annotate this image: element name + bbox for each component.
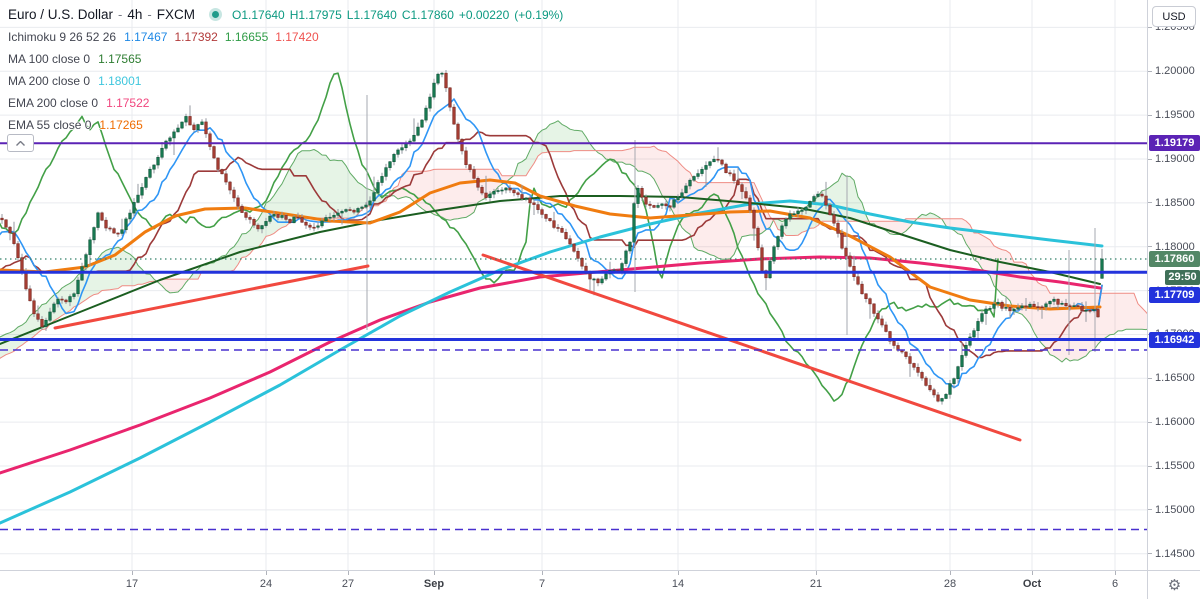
ohlc-item: C1.17860 <box>401 8 454 22</box>
indicator-value: 1.16655 <box>224 30 269 44</box>
legend-collapse-button[interactable] <box>7 134 34 152</box>
price-axis-label: 1.20000 <box>1155 65 1195 78</box>
price-axis-tick <box>1148 70 1152 72</box>
ohlc-item: +0.00220 <box>458 8 510 22</box>
level-price-badge: 1.19179 <box>1149 135 1200 152</box>
time-axis-label: 21 <box>809 578 823 590</box>
price-axis-label: 1.19000 <box>1155 153 1195 165</box>
price-axis-label: 1.18500 <box>1155 196 1195 209</box>
price-axis-label: 1.19500 <box>1155 109 1195 122</box>
symbol-header-row: Euro / U.S. Dollar -4h - FXCM O1.17640 H1.179… <box>8 4 568 26</box>
price-axis-label: 1.14500 <box>1155 547 1195 560</box>
price-axis-tick <box>1148 377 1152 379</box>
indicator-label: MA 200 close 0 <box>8 74 91 88</box>
time-axis-tick <box>1115 571 1116 575</box>
time-axis-label: Sep <box>423 578 445 590</box>
indicator-row[interactable]: EMA 200 close 0 1.17522 <box>8 92 568 114</box>
currency-toggle-button[interactable]: USD <box>1152 6 1196 27</box>
indicator-value: 1.18001 <box>98 74 142 88</box>
price-axis-tick <box>1148 26 1152 28</box>
indicator-value: 1.17565 <box>98 52 142 66</box>
indicator-label: EMA 55 close 0 <box>8 118 92 132</box>
price-axis-tick <box>1148 553 1152 555</box>
price-axis-tick <box>1148 202 1152 204</box>
price-axis-label: 1.15000 <box>1155 503 1195 516</box>
ohlc-item: L1.17640 <box>346 8 397 22</box>
time-axis-label: 27 <box>341 578 355 590</box>
symbol-title[interactable]: Euro / U.S. Dollar <box>8 7 114 22</box>
time-axis-tick <box>434 571 435 575</box>
price-axis-tick <box>1148 509 1152 511</box>
price-axis-tick <box>1148 114 1152 116</box>
time-axis-label: 24 <box>259 578 273 590</box>
interval-label[interactable]: 4h <box>127 7 143 22</box>
indicator-value: 1.17420 <box>275 30 319 44</box>
time-axis-label: 14 <box>671 578 685 590</box>
price-axis-tick <box>1148 421 1152 423</box>
exchange-label[interactable]: FXCM <box>156 7 196 22</box>
chart-legend: Euro / U.S. Dollar -4h - FXCM O1.17640 H1.179… <box>8 4 568 136</box>
time-axis-tick <box>132 571 133 575</box>
indicator-row[interactable]: Ichimoku 9 26 52 26 1.17467 1.17392 1.16655… <box>8 26 568 48</box>
axis-corner: ⚙ <box>1147 570 1200 599</box>
indicator-row[interactable]: EMA 55 close 0 1.17265 <box>8 114 568 136</box>
ohlc-item: H1.17975 <box>289 8 342 22</box>
time-axis-label: Oct <box>1022 578 1042 590</box>
time-axis-tick <box>542 571 543 575</box>
time-axis-label: 6 <box>1111 578 1119 590</box>
settings-gear-icon[interactable]: ⚙ <box>1167 577 1182 594</box>
indicator-row[interactable]: MA 200 close 0 1.18001 <box>8 70 568 92</box>
indicator-row[interactable]: MA 100 close 0 1.17565 <box>8 48 568 70</box>
market-status-dot <box>212 11 220 18</box>
time-axis-tick <box>348 571 349 575</box>
price-axis-tick <box>1148 246 1152 248</box>
time-axis-tick <box>816 571 817 575</box>
time-axis-label: 28 <box>943 578 957 590</box>
countdown-timer: 29:50 <box>1149 270 1200 285</box>
market-status-icon[interactable] <box>209 8 223 21</box>
last-price-badge: 1.17860 <box>1149 251 1200 267</box>
indicator-label: EMA 200 close 0 <box>8 96 99 110</box>
time-axis-tick <box>950 571 951 575</box>
time-axis[interactable]: 17 24 27 Sep 7 14 21 28 Oct 6 <box>0 570 1147 599</box>
price-axis-tick <box>1148 158 1152 160</box>
indicator-value: 1.17522 <box>106 96 150 110</box>
ohlc-values: O1.17640 H1.17975 L1.17640 C1.17860 +0.00220… <box>232 6 568 23</box>
time-axis-label: 17 <box>125 578 139 590</box>
indicator-value: 1.17265 <box>99 118 143 132</box>
title-separator: - <box>118 7 123 22</box>
time-axis-tick <box>678 571 679 575</box>
ohlc-item: (+0.19%) <box>514 8 564 22</box>
ohlc-item: O1.17640 <box>232 8 285 22</box>
price-axis-label: 1.16500 <box>1155 372 1195 385</box>
title-separator: - <box>147 7 152 22</box>
indicator-value: 1.17467 <box>124 30 168 44</box>
price-axis-label: 1.15500 <box>1155 460 1195 473</box>
indicator-value: 1.17392 <box>174 30 218 44</box>
price-axis-label: 1.18000 <box>1155 240 1195 253</box>
indicator-legend-rows: Ichimoku 9 26 52 26 1.17467 1.17392 1.16655… <box>8 26 568 136</box>
time-axis-label: 7 <box>538 578 546 590</box>
chevron-up-icon <box>16 140 25 146</box>
indicator-label: Ichimoku 9 26 52 26 <box>8 30 117 44</box>
level-price-badge: 1.16942 <box>1149 331 1200 348</box>
time-axis-tick <box>266 571 267 575</box>
price-axis[interactable]: USD 1.20500 1.20000 1.19500 1.19000 1.18500 1… <box>1147 0 1200 570</box>
time-axis-tick <box>1032 571 1033 575</box>
level-price-badge: 1.17709 <box>1149 287 1200 303</box>
price-axis-tick <box>1148 465 1152 467</box>
price-axis-label: 1.16000 <box>1155 416 1195 429</box>
price-chart-pane[interactable] <box>0 0 1147 570</box>
countdown-timer-value: 29:50 <box>1165 270 1200 285</box>
indicator-label: MA 100 close 0 <box>8 52 91 66</box>
